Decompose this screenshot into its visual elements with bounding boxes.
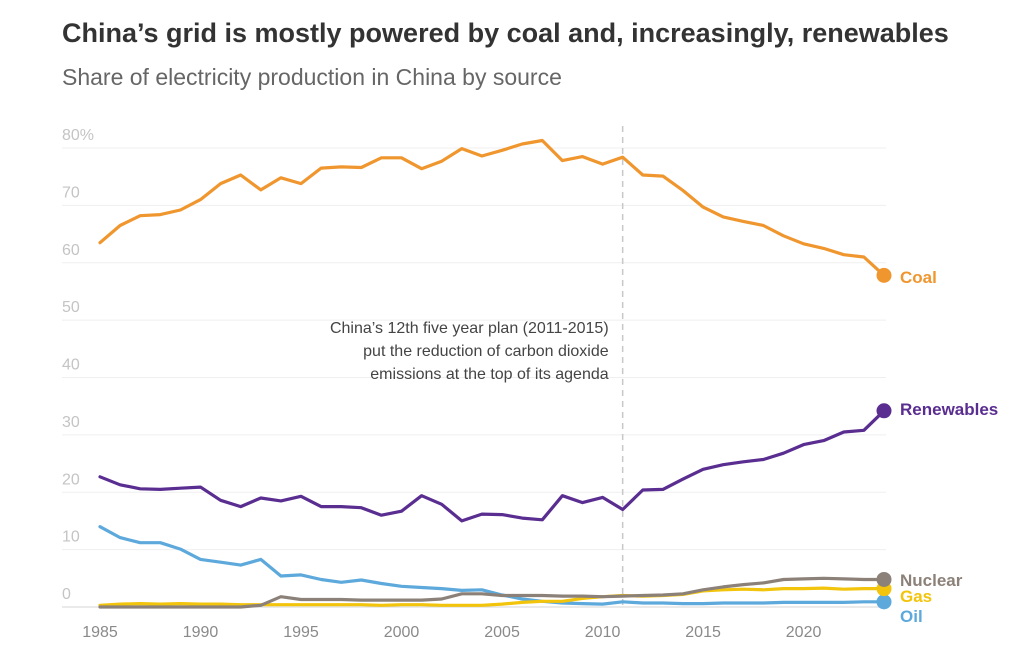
x-tick-label: 2010 — [585, 624, 621, 641]
x-tick-label: 1990 — [183, 624, 219, 641]
series-line-oil — [98, 525, 886, 606]
y-axis-ticks: 0 10 20 30 40 50 60 70 80% — [62, 127, 94, 603]
annotation-text-line: China’s 12th five year plan (2011-2015) — [330, 320, 609, 337]
x-tick-label: 2020 — [786, 624, 822, 641]
gridlines — [62, 147, 886, 608]
chart-subtitle: Share of electricity production in China… — [62, 64, 562, 90]
y-tick-label: 50 — [62, 299, 80, 316]
series-line-renewables — [98, 409, 886, 523]
y-tick-label: 20 — [62, 471, 80, 488]
series-label-oil: Oil — [900, 607, 923, 626]
x-tick-label: 2005 — [484, 624, 520, 641]
series-line-gas — [98, 586, 886, 607]
y-tick-label: 30 — [62, 414, 80, 431]
y-tick-label: 80% — [62, 127, 94, 144]
x-tick-label: 2000 — [384, 624, 420, 641]
series-line-coal — [98, 138, 886, 277]
series-lines — [98, 138, 892, 610]
series-label-renewables: Renewables — [900, 400, 998, 419]
x-axis-ticks: 1985 1990 1995 2000 2005 2010 2015 2020 — [82, 624, 821, 641]
policy-annotation: China’s 12th five year plan (2011-2015) p… — [330, 126, 624, 607]
series-line-nuclear — [98, 576, 886, 609]
annotation-text-line: put the reduction of carbon dioxide — [363, 343, 609, 360]
series-label-coal: Coal — [900, 268, 937, 287]
y-tick-label: 60 — [62, 242, 80, 259]
series-endpoint-oil — [876, 594, 892, 610]
y-tick-label: 40 — [62, 357, 80, 374]
x-tick-label: 1995 — [283, 624, 319, 641]
x-tick-label: 2015 — [685, 624, 721, 641]
series-endpoint-renewables — [876, 403, 892, 419]
chart-title: China’s grid is mostly powered by coal a… — [62, 18, 949, 48]
annotation-text-line: emissions at the top of its agenda — [370, 366, 608, 383]
series-label-nuclear: Nuclear — [900, 571, 963, 590]
x-tick-label: 1985 — [82, 624, 118, 641]
y-tick-label: 70 — [62, 184, 80, 201]
y-tick-label: 10 — [62, 529, 80, 546]
y-tick-label: 0 — [62, 586, 71, 603]
series-label-gas: Gas — [900, 587, 932, 606]
series-endpoint-nuclear — [876, 571, 892, 587]
series-endpoint-coal — [876, 267, 892, 283]
